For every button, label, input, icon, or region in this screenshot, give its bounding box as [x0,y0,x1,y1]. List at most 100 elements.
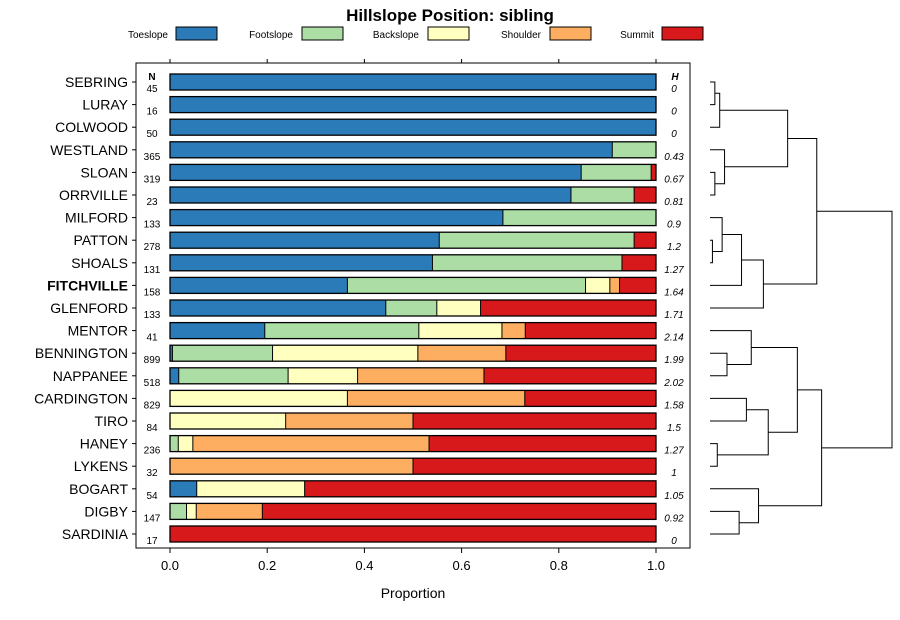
dendrogram-branch-6 [710,217,723,252]
bar-footslope [570,187,635,203]
bar-summit [505,345,656,362]
bar-footslope [170,503,187,520]
bar-footslope [439,232,635,249]
n-value: 45 [146,84,158,95]
bar-outline [169,412,657,430]
bar-summit [619,277,656,294]
bar-summit [304,480,656,497]
bar-outline [169,367,657,385]
n-value: 365 [144,152,161,163]
bar-summit [525,322,656,339]
row-glenford: GLENFORD 133 1.71 [50,299,684,321]
bar-shoulder [609,277,620,294]
row-shoals: SHOALS 131 1.27 [71,254,684,276]
dendrogram-branch-10 [710,352,728,377]
soil-label: FITCHVILLE [47,277,128,293]
bar-outline [169,73,657,91]
bar-toeslope [170,322,265,339]
h-value: 0 [671,84,677,95]
bar-summit [480,300,656,316]
bar-outline [169,389,657,408]
bar-outline [169,254,657,272]
dendrogram-branch-19 [816,210,893,449]
h-value: 1.05 [664,491,684,502]
bar-toeslope [170,367,179,384]
n-value: 899 [144,355,161,366]
legend-swatch-footslope [301,26,344,41]
dendrogram-branch-13 [710,443,718,467]
bar-toeslope [170,277,348,294]
soil-label: LYKENS [74,458,128,474]
bar-summit [262,503,656,520]
bar-outline [169,276,657,295]
h-value: 0.43 [664,152,684,163]
bar-shoulder [196,503,263,520]
chart-title: Hillslope Position: sibling [346,6,554,25]
bar-toeslope [170,96,656,113]
bar-summit [483,367,656,384]
bar-toeslope [170,209,503,226]
n-value: 319 [144,174,161,185]
bar-shoulder [170,458,413,475]
soil-label: CARDINGTON [34,390,128,406]
bar-summit [524,390,656,407]
n-value: 133 [144,220,161,231]
bar-backslope [186,503,197,520]
bar-footslope [178,367,289,384]
row-sebring: SEBRING 45 0 [65,73,677,95]
dendrogram-branch-15 [751,347,798,433]
bar-shoulder [285,413,413,429]
h-column-header: H [671,72,679,83]
dendrogram-branch-3 [710,149,726,185]
row-westland: WESTLAND 365 0.43 [50,141,684,163]
bar-outline [169,163,657,182]
dendrogram-branch-7 [710,234,743,286]
bar-summit [634,187,656,203]
row-cardington: CARDINGTON 829 1.58 [34,389,684,411]
bar-outline [169,186,657,204]
h-value: 1.99 [664,355,684,366]
n-value: 17 [146,536,158,547]
bar-footslope [612,141,656,158]
bar-summit [634,232,656,249]
legend-swatch-shoulder [549,26,592,41]
row-orrville: ORRVILLE 23 0.81 [59,186,684,208]
n-value: 236 [144,446,161,457]
bar-outline [169,344,657,362]
bar-outline [169,480,657,498]
x-tick-label: 0.6 [453,558,471,573]
bar-toeslope [170,254,433,271]
bar-outline [169,457,657,475]
bar-outline [169,95,657,114]
bar-summit [651,164,656,181]
row-patton: PATTON 278 1.2 [74,231,681,253]
legend-label-toeslope: Toeslope [128,30,168,41]
h-value: 1.2 [667,242,681,253]
h-value: 0.9 [667,220,681,231]
legend-swatch-summit [661,26,704,41]
soil-label: MILFORD [65,210,128,226]
bar-outline [169,525,657,543]
n-value: 41 [146,333,158,344]
bar-toeslope [170,480,197,497]
bar-toeslope [170,74,656,90]
bar-summit [170,526,656,542]
n-value: 54 [146,491,158,502]
row-colwood: COLWOOD 50 0 [55,118,677,140]
dendrogram-branch-8 [710,259,764,309]
soil-label: BENNINGTON [35,345,128,361]
soil-label: HANEY [80,436,129,452]
bar-outline [169,502,657,521]
bar-backslope [436,300,481,316]
bar-outline [169,141,657,159]
x-axis-title: Proportion [381,585,446,601]
h-value: 0.67 [664,174,684,185]
soil-label: GLENFORD [50,300,128,316]
soil-label: SEBRING [65,74,128,90]
h-value: 2.02 [663,378,684,389]
h-value: 2.14 [663,333,684,344]
bar-backslope [272,345,418,362]
soil-label: ORRVILLE [59,187,128,203]
